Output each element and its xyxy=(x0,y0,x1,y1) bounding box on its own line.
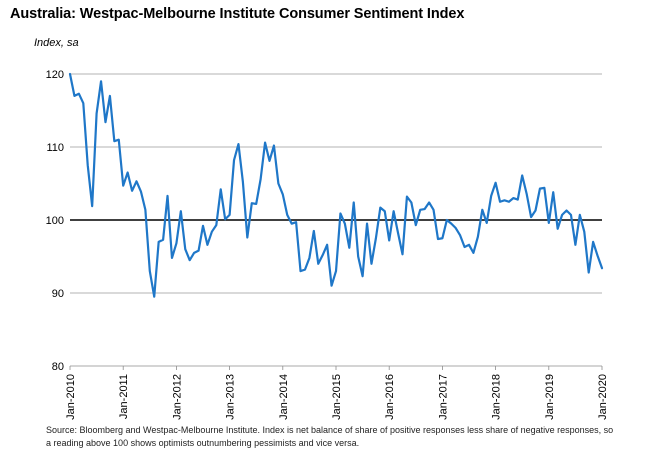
x-tick-label: Jan-2013 xyxy=(225,374,237,420)
x-tick-label: Jan-2010 xyxy=(65,374,77,420)
y-tick-label-90: 90 xyxy=(52,288,64,300)
x-axis-ticks: Jan-2010 Jan-2011 Jan-2012 Jan-2013 Jan-2014… xyxy=(65,366,609,420)
y-axis-label: Index, sa xyxy=(34,37,79,49)
y-tick-label-120: 120 xyxy=(46,69,64,81)
x-tick-label: Jan-2014 xyxy=(278,374,290,420)
chart-title: Australia: Westpac-Melbourne Institute C… xyxy=(10,6,465,22)
y-tick-label-100: 100 xyxy=(46,215,64,227)
gridlines xyxy=(70,73,602,367)
y-tick-label-80: 80 xyxy=(52,361,64,373)
x-tick-label: Jan-2017 xyxy=(437,374,449,420)
y-axis-ticks: 80 90 100 110 120 xyxy=(46,69,64,373)
source-note: Source: Bloomberg and Westpac-Melbourne … xyxy=(46,425,614,448)
series-layer xyxy=(68,72,604,298)
x-tick-label: Jan-2012 xyxy=(171,374,183,420)
series-line-0 xyxy=(68,72,604,298)
x-tick-label: Jan-2016 xyxy=(384,374,396,420)
x-tick-label: Jan-2018 xyxy=(491,374,503,420)
x-tick-label: Jan-2011 xyxy=(118,374,130,419)
x-tick-label: Jan-2015 xyxy=(331,374,343,420)
x-tick-label: Jan-2020 xyxy=(597,374,609,420)
x-tick-label: Jan-2019 xyxy=(544,374,556,420)
y-tick-label-110: 110 xyxy=(46,142,64,154)
